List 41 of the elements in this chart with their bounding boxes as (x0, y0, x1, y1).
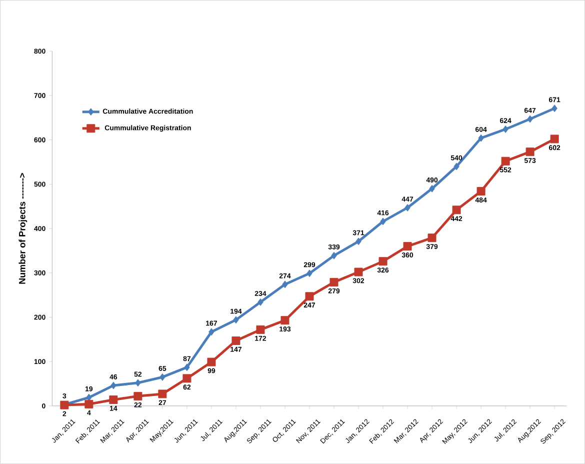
point (232, 336, 240, 345)
point (306, 270, 312, 278)
point (403, 242, 412, 250)
point (550, 134, 559, 144)
point (478, 134, 484, 142)
point (258, 298, 264, 306)
point (280, 316, 290, 325)
point (134, 392, 142, 400)
point (256, 325, 265, 334)
point (526, 148, 534, 156)
point (158, 390, 167, 398)
point (502, 125, 508, 133)
point (110, 382, 116, 390)
point (233, 316, 239, 324)
y-axis-title: Number of Projects -------> (18, 173, 28, 284)
point (86, 394, 92, 402)
point (476, 187, 486, 196)
point (305, 292, 314, 301)
point (282, 280, 288, 288)
point (182, 374, 192, 383)
point (452, 206, 461, 214)
point (454, 162, 460, 170)
point (378, 257, 388, 266)
point (404, 204, 410, 212)
point (380, 218, 386, 226)
point (552, 104, 558, 112)
point (428, 234, 436, 242)
point (207, 358, 216, 366)
point (135, 379, 141, 387)
point (84, 400, 94, 408)
point (501, 156, 510, 166)
point (429, 184, 435, 192)
point (109, 395, 118, 404)
point (330, 278, 338, 286)
point (356, 238, 362, 246)
point (527, 115, 533, 123)
point (184, 364, 190, 372)
point (208, 328, 214, 336)
point (354, 268, 363, 276)
point (160, 373, 166, 381)
point (331, 252, 337, 260)
